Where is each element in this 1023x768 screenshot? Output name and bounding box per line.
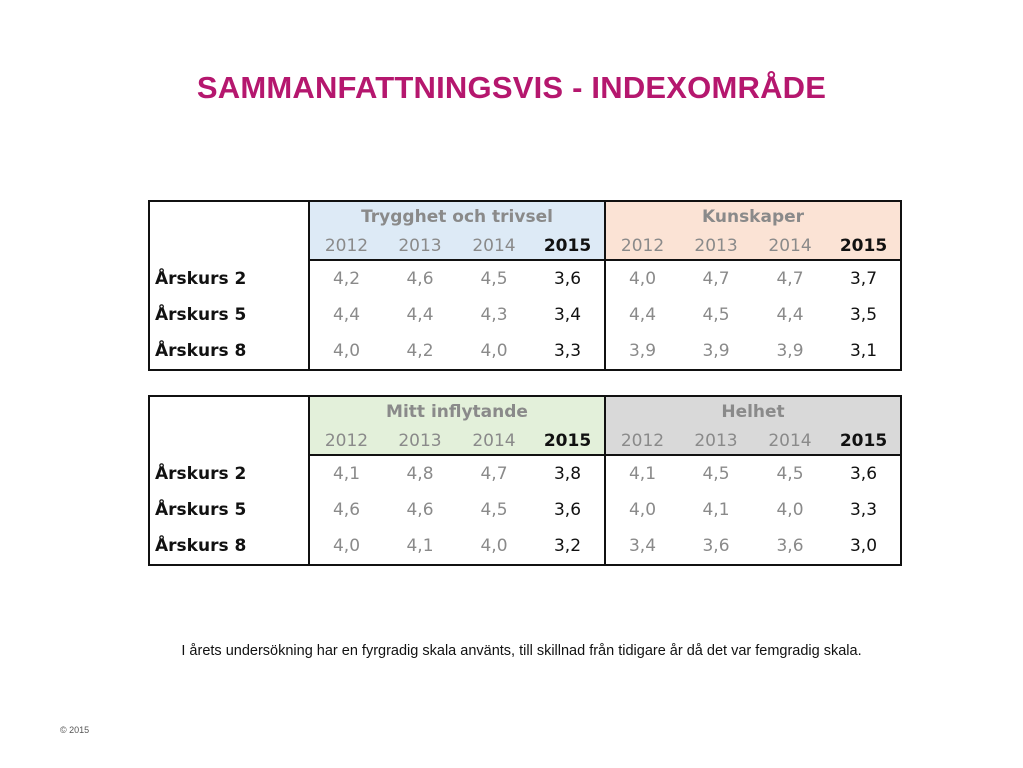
index-table-1: Trygghet och trivsel Kunskaper 2012 2013… [148,200,903,371]
row-label: Årskurs 5 [155,305,247,325]
table-cell: 4,5 [702,305,730,325]
table-cell: 4,4 [776,305,804,325]
row-label: Årskurs 8 [155,341,247,361]
table-cell: 3,6 [776,536,804,556]
table-cell: 4,2 [308,260,383,297]
table-row: Årskurs 2 4,1 4,8 4,7 3,8 4,1 4,5 4,5 3,… [149,455,901,492]
group-header-trygghet: Trygghet och trivsel [307,201,606,232]
table-cell: 3,8 [553,464,582,484]
table-corner [149,201,309,260]
table-cell: 4,6 [308,492,383,528]
table-cell: 4,5 [776,464,804,484]
table-cell: 4,4 [308,297,383,333]
table-cell: 4,2 [406,341,434,361]
table-cell: 3,3 [849,500,878,520]
year-header: 2013 [679,427,753,456]
year-header: 2014 [753,232,828,261]
table-row: Årskurs 5 4,6 4,6 4,5 3,6 4,0 4,1 4,0 3,… [149,492,901,528]
table-cell: 4,5 [480,500,508,520]
table-cell: 4,0 [480,536,508,556]
index-table-2: Mitt inflytande Helhet 2012 2013 2014 20… [148,395,903,566]
table-row: Årskurs 5 4,4 4,4 4,3 3,4 4,4 4,5 4,4 3,… [149,297,901,333]
table-cell: 3,9 [702,341,730,361]
table-cell: 3,1 [849,341,878,361]
year-header: 2015 [827,232,902,261]
group-header-helhet: Helhet [603,396,902,427]
table-cell: 4,7 [776,269,804,289]
row-label: Årskurs 2 [155,268,247,289]
row-label: Årskurs 8 [155,536,247,556]
year-header: 2014 [457,427,531,456]
table-row: Årskurs 8 4,0 4,2 4,0 3,3 3,9 3,9 3,9 3,… [149,333,901,370]
table-cell: 4,7 [702,269,730,289]
table-cell: 3,6 [553,269,582,289]
table-cell: 4,8 [406,464,434,484]
year-header: 2015 [531,232,606,261]
table-cell: 3,4 [553,305,582,325]
year-header: 2013 [679,232,754,261]
year-header: 2015 [531,427,605,456]
table-cell: 4,1 [308,455,383,492]
table-corner [149,396,309,455]
row-label: Årskurs 2 [155,463,247,484]
year-header: 2012 [604,427,679,456]
row-label: Årskurs 5 [155,500,247,520]
table-cell: 3,5 [849,305,878,325]
table-cell: 3,7 [849,269,878,289]
table-cell: 3,3 [553,341,582,361]
table-cell: 3,0 [849,536,878,556]
footnote: I årets undersökning har en fyrgradig sk… [181,643,862,659]
table-cell: 4,0 [480,341,508,361]
table-cell: 4,0 [604,260,680,297]
table-cell: 3,2 [553,536,582,556]
table-cell: 4,0 [604,492,679,528]
page-title: SAMMANFATTNINGSVIS - INDEXOMRÅDE [196,70,827,105]
group-header-inflytande: Mitt inflytande [308,396,605,427]
table-cell: 3,6 [849,464,878,484]
table-cell: 4,1 [702,500,730,520]
year-header: 2013 [383,427,457,456]
table-cell: 4,5 [480,269,508,289]
table-cell: 4,7 [480,464,508,484]
table-cell: 3,6 [702,536,730,556]
year-header: 2013 [383,232,457,261]
table-cell: 4,0 [308,333,383,370]
table-cell: 3,9 [776,341,804,361]
table-row: Årskurs 2 4,2 4,6 4,5 3,6 4,0 4,7 4,7 3,… [149,260,901,297]
year-header: 2012 [308,232,383,261]
copyright: © 2015 [60,725,90,735]
table-cell: 4,0 [776,500,804,520]
table-row: Årskurs 8 4,0 4,1 4,0 3,2 3,4 3,6 3,6 3,… [149,528,901,565]
year-header: 2014 [753,427,827,456]
table-cell: 4,1 [406,536,434,556]
table-cell: 4,4 [406,305,434,325]
year-header: 2015 [827,427,902,456]
table-cell: 4,1 [604,455,679,492]
year-header: 2014 [457,232,531,261]
year-header: 2012 [604,232,680,261]
table-cell: 4,6 [406,500,434,520]
table-cell: 4,4 [604,297,680,333]
table-cell: 3,4 [604,528,679,565]
table-cell: 3,6 [553,500,582,520]
table-cell: 4,0 [308,528,383,565]
year-header: 2012 [308,427,383,456]
table-cell: 4,5 [702,464,730,484]
table-cell: 4,3 [480,305,508,325]
table-cell: 4,6 [406,269,434,289]
table-cell: 3,9 [604,333,680,370]
group-header-kunskaper: Kunskaper [604,201,902,232]
